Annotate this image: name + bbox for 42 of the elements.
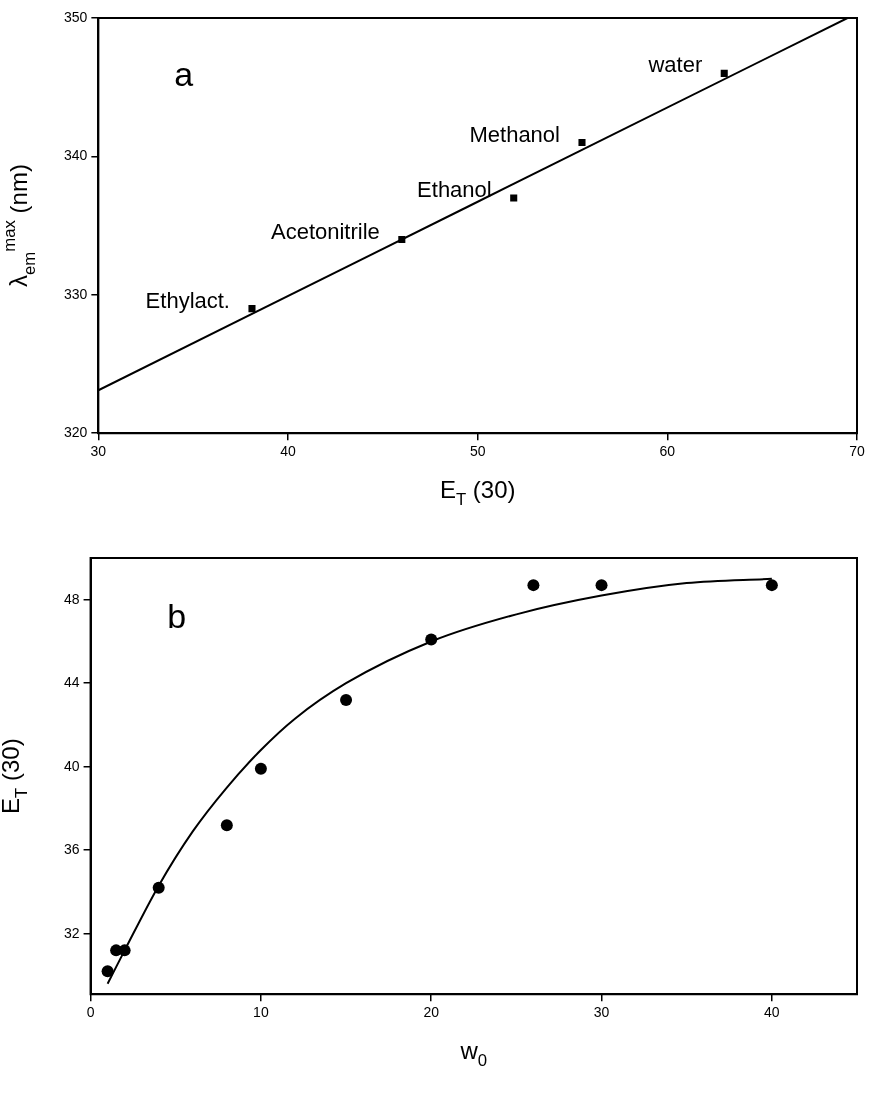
y-tick-label: 340 <box>64 147 88 164</box>
y-axis-title: λemmax (nm) <box>0 164 39 288</box>
annotation: Ethylact. <box>145 287 230 313</box>
annotation: a <box>174 54 194 93</box>
x-tick-label: 20 <box>423 1004 440 1021</box>
point <box>101 965 114 978</box>
point <box>248 305 256 313</box>
point <box>254 762 267 775</box>
point <box>152 881 165 894</box>
x-tick-label: 30 <box>593 1004 610 1021</box>
point <box>340 693 353 706</box>
annotation: water <box>647 52 703 78</box>
y-tick-label: 36 <box>63 841 80 858</box>
annotation: Ethanol <box>417 176 492 202</box>
point <box>720 69 728 77</box>
x-tick-label: 60 <box>659 443 676 460</box>
y-tick-label: 350 <box>64 8 88 25</box>
point <box>595 579 608 592</box>
x-tick-label: 50 <box>469 443 486 460</box>
x-tick-label: 10 <box>253 1004 269 1021</box>
y-tick-label: 48 <box>63 590 80 607</box>
x-tick-label: 0 <box>86 1004 95 1021</box>
x-tick-label: 70 <box>849 443 865 460</box>
point <box>527 579 540 592</box>
x-tick-label: 40 <box>764 1004 780 1021</box>
point <box>398 235 406 243</box>
x-tick-label: 40 <box>280 443 297 460</box>
x-tick-label: 30 <box>90 443 107 460</box>
y-axis-title: ET (30) <box>0 738 31 814</box>
annotation: Acetonitrile <box>270 218 380 244</box>
y-tick-label: 320 <box>64 424 88 441</box>
annotation: Methanol <box>469 121 560 147</box>
y-tick-label: 32 <box>63 924 80 941</box>
point <box>425 633 438 646</box>
point <box>220 819 233 832</box>
y-tick-label: 40 <box>63 757 80 774</box>
point <box>765 579 778 592</box>
point <box>578 139 586 147</box>
point <box>510 194 518 202</box>
annotation: b <box>167 597 187 636</box>
y-tick-label: 330 <box>64 285 88 302</box>
y-tick-label: 44 <box>63 674 80 691</box>
